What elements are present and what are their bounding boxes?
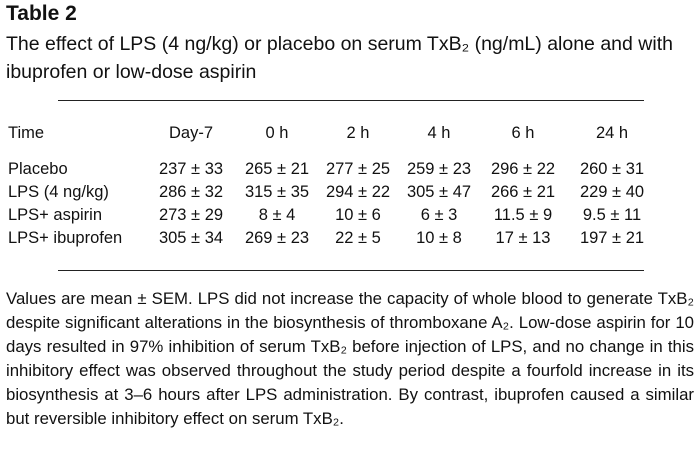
cell: 305 ± 47 [406, 183, 472, 201]
row-label: Time [8, 123, 45, 142]
cell: 269 ± 23 [244, 229, 310, 247]
cell: 259 ± 23 [406, 160, 472, 178]
cell: 8 ± 4 [258, 206, 296, 224]
cell: 273 ± 29 [158, 206, 224, 224]
cell: 24 h [595, 123, 629, 142]
table-row: LPS+ aspirin 273 ± 29 8 ± 4 10 ± 6 6 ± 3 11.5… [4, 204, 658, 227]
cell: 237 ± 33 [158, 160, 224, 178]
cell: 6 h [511, 123, 535, 142]
table-title: Table 2 [6, 2, 77, 25]
cell: 22 ± 5 [335, 229, 381, 247]
row-label: LPS+ aspirin [8, 206, 103, 224]
cell: 2 h [346, 123, 370, 142]
cell: 265 ± 21 [244, 160, 310, 178]
row-label: LPS (4 ng/kg) [8, 183, 109, 201]
table-note: Values are mean ± SEM. LPS did not incre… [6, 289, 694, 428]
table-row: LPS (4 ng/kg) 286 ± 32 315 ± 35 294 ± 22 305… [4, 181, 658, 204]
cell: 4 h [427, 123, 451, 142]
bottom-rule [58, 270, 644, 271]
top-rule [58, 100, 644, 101]
table-row: Placebo 237 ± 33 265 ± 21 277 ± 25 259 ± 23 2… [4, 158, 658, 181]
cell: 305 ± 34 [158, 229, 224, 247]
cell: 294 ± 22 [325, 183, 391, 201]
cell: 286 ± 32 [158, 183, 224, 201]
cell: 6 ± 3 [420, 206, 458, 224]
table-caption: The effect of LPS (4 ng/kg) or placebo o… [6, 33, 673, 83]
cell: 277 ± 25 [325, 160, 391, 178]
table-row: LPS+ ibuprofen 305 ± 34 269 ± 23 22 ± 5 10 ±… [4, 227, 658, 250]
cell: 11.5 ± 9 [493, 206, 553, 224]
cell: 229 ± 40 [579, 183, 645, 201]
cell: 10 ± 6 [335, 206, 381, 224]
cell: 266 ± 21 [490, 183, 556, 201]
cell: Day-7 [168, 123, 213, 142]
header-row: Time Day-7 0 h 2 h 4 h 6 h 24 h [4, 118, 658, 158]
cell: 10 ± 8 [416, 229, 462, 247]
cell: 260 ± 31 [579, 160, 645, 178]
cell: 197 ± 21 [579, 229, 645, 247]
cell: 315 ± 35 [244, 183, 310, 201]
row-label: Placebo [8, 160, 68, 178]
cell: 9.5 ± 11 [582, 206, 642, 224]
cell: 0 h [265, 123, 289, 142]
cell: 296 ± 22 [490, 160, 556, 178]
row-label: LPS+ ibuprofen [8, 229, 123, 247]
data-table: Time Day-7 0 h 2 h 4 h 6 h 24 h Placebo 237 ± 33… [4, 118, 658, 250]
cell: 17 ± 13 [495, 229, 551, 247]
